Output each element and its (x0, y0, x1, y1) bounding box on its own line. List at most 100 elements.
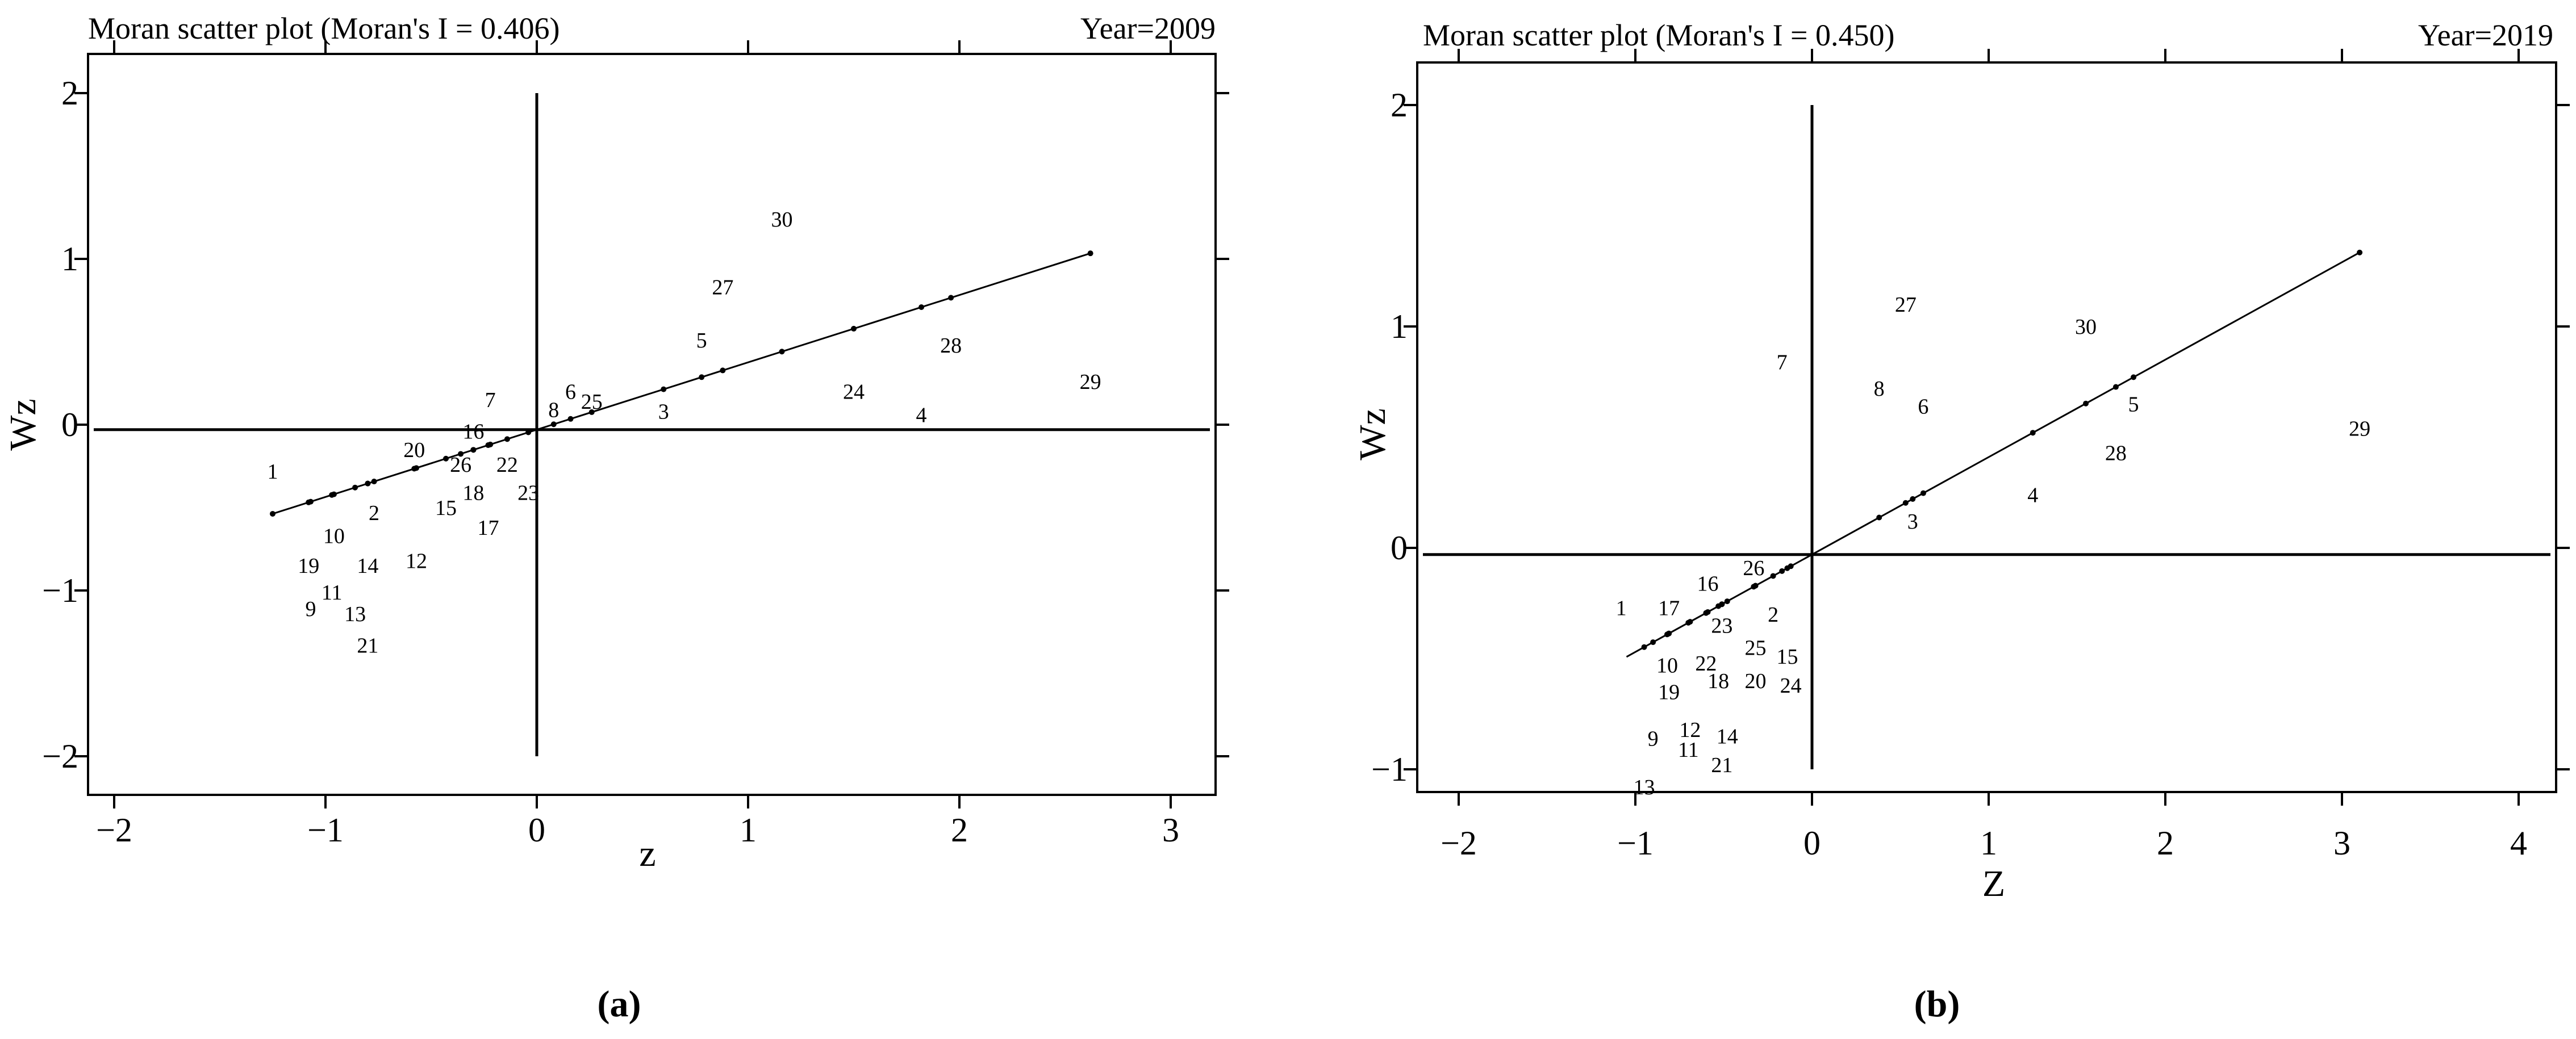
point-label-2: 2 (1768, 603, 1778, 627)
y-axis-label-b: Wz (1352, 408, 1393, 460)
regression-dot (2131, 374, 2137, 380)
y-tick-label: −1 (1371, 751, 1408, 788)
regression-dot (948, 295, 954, 301)
point-label-5: 5 (696, 329, 707, 353)
point-label-8: 8 (1874, 377, 1885, 401)
regression-dot (779, 349, 785, 355)
regression-dot (2030, 430, 2036, 436)
point-label-19: 19 (298, 554, 319, 578)
point-label-12: 12 (406, 549, 427, 573)
point-label-15: 15 (435, 496, 457, 520)
point-label-14: 14 (1717, 725, 1738, 749)
caption-a: (a) (598, 983, 641, 1025)
panel-b: Moran scatter plot (Moran's I = 0.450) Y… (1352, 18, 2570, 1025)
regression-dot (918, 304, 925, 310)
regression-dot (504, 436, 510, 442)
regression-dot (443, 455, 449, 462)
point-label-4: 4 (916, 403, 927, 427)
point-label-22: 22 (496, 453, 518, 477)
x-tick-label: 0 (1803, 824, 1821, 862)
regression-line (1626, 252, 2360, 658)
x-tick-label: 3 (1162, 811, 1179, 849)
point-label-6: 6 (565, 380, 576, 404)
regression-dot (851, 325, 857, 332)
regression-dot (270, 510, 275, 517)
regression-dot (1724, 598, 1730, 605)
regression-dot (2357, 249, 2363, 255)
point-label-19: 19 (1658, 681, 1680, 705)
x-tick-label: 4 (2510, 824, 2527, 862)
x-tick-label: −2 (1441, 824, 1477, 862)
reference-lines-b (1423, 105, 2550, 769)
regression-dot (1920, 490, 1926, 496)
regression-dot (470, 447, 477, 453)
point-label-16: 16 (462, 420, 484, 444)
y-tick-label: 2 (1391, 86, 1408, 124)
x-axis-a: −2 −1 0 1 2 3 (96, 40, 1179, 849)
regression-dot (1910, 496, 1916, 502)
plot-title-b: Moran scatter plot (Moran's I = 0.450) (1423, 18, 1895, 52)
point-label-27: 27 (712, 276, 733, 300)
point-label-30: 30 (771, 208, 793, 232)
point-label-17: 17 (1658, 596, 1680, 620)
regression-dot (306, 499, 312, 505)
regression-dot (1751, 584, 1757, 590)
point-label-13: 13 (1634, 776, 1655, 799)
point-label-15: 15 (1776, 645, 1798, 669)
caption-b: (b) (1914, 983, 1960, 1025)
x-tick-label: −2 (96, 811, 132, 849)
point-label-29: 29 (2349, 417, 2370, 441)
point-label-21: 21 (357, 634, 378, 657)
x-tick-label: −1 (307, 811, 344, 849)
x-tick-label: 3 (2333, 824, 2350, 862)
point-label-3: 3 (658, 400, 669, 424)
x-tick-label: 1 (1980, 824, 1997, 862)
regression-dot (661, 386, 667, 392)
regression-line-b (1626, 249, 2363, 658)
point-label-5: 5 (2128, 393, 2139, 417)
y-tick-label: 1 (1391, 308, 1408, 345)
point-label-9: 9 (305, 597, 316, 621)
x-tick-label: 2 (2157, 824, 2174, 862)
regression-dot (1876, 514, 1882, 521)
x-tick-label: 0 (528, 811, 545, 849)
point-label-29: 29 (1080, 370, 1101, 394)
regression-dot (2112, 384, 2119, 390)
regression-dot (1902, 500, 1909, 506)
y-tick-label: 0 (61, 406, 78, 443)
point-label-17: 17 (477, 516, 499, 540)
point-label-7: 7 (485, 388, 496, 412)
regression-dot (588, 409, 595, 415)
point-label-4: 4 (2027, 483, 2038, 507)
x-axis-b: −2 −1 0 1 2 3 4 (1441, 49, 2527, 862)
point-label-10: 10 (323, 525, 345, 548)
y-tick-label: −1 (42, 572, 78, 609)
regression-dot (365, 480, 371, 487)
regression-dot (371, 479, 377, 485)
y-tick-label: 2 (61, 74, 78, 112)
point-label-20: 20 (1744, 669, 1766, 693)
y-tick-label: 1 (61, 240, 78, 278)
point-label-10: 10 (1656, 654, 1678, 678)
point-label-12: 12 (1679, 718, 1701, 742)
reference-lines-a (94, 93, 1210, 756)
point-label-7: 7 (1777, 350, 1788, 374)
regression-line (272, 252, 1091, 515)
point-label-24: 24 (1780, 674, 1802, 698)
point-label-30: 30 (2075, 315, 2097, 339)
y-tick-label: 0 (1391, 529, 1408, 567)
point-label-26: 26 (1743, 556, 1764, 580)
plot-frame-a (87, 53, 1217, 796)
regression-dot (485, 442, 491, 449)
point-label-11: 11 (1678, 738, 1699, 762)
regression-dot (699, 374, 705, 380)
x-axis-label-b: Z (1982, 863, 2005, 904)
y-tick-label: −2 (42, 738, 78, 775)
regression-dot (458, 451, 464, 457)
point-label-13: 13 (344, 602, 366, 626)
point-label-25: 25 (581, 390, 603, 414)
x-axis-label-a: z (639, 833, 656, 874)
regression-dot (1641, 644, 1647, 650)
point-label-27: 27 (1895, 293, 1917, 317)
